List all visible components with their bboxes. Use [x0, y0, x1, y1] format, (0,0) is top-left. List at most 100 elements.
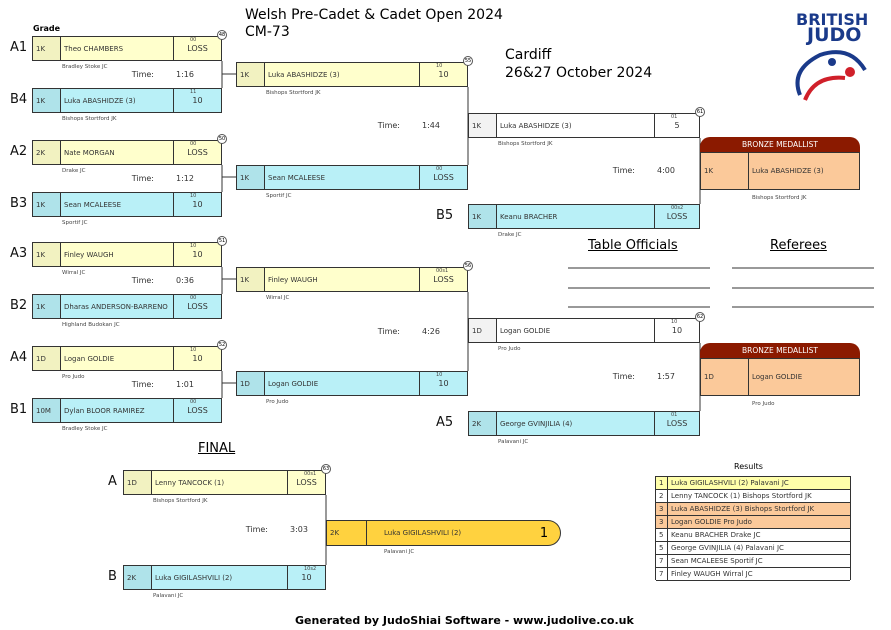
score: LOSS [173, 141, 221, 164]
club: Sportif JC [62, 220, 88, 226]
club: Bradley Stoke JC [62, 64, 108, 70]
time-label: Time: [377, 326, 400, 336]
name: Sean MCALEESE [64, 200, 122, 209]
match-number: 52 [217, 340, 227, 350]
time: 3:03 [290, 525, 308, 534]
score-note: 01 [671, 412, 678, 418]
score: 10 [419, 63, 467, 86]
club: Bishops Stortford JK [752, 195, 807, 201]
score-note: 00 [190, 295, 197, 301]
category: CM-73 [245, 24, 290, 40]
rank: 2 [656, 490, 668, 502]
bronze-header: BRONZE MEDALLIST [700, 137, 860, 152]
grade-cell: 1K [701, 153, 749, 189]
entry-label: B [108, 569, 117, 584]
club: Wirral JC [62, 270, 86, 276]
club: Palavani JC [498, 439, 529, 445]
match-number: 63 [321, 464, 331, 474]
club: Bishops Stortford JK [266, 90, 321, 96]
entry-box: 1D Logan GOLDIE 10 [236, 371, 468, 396]
entry-label: A3 [10, 246, 28, 261]
footer: Generated by JudoShiai Software - www.ju… [295, 614, 634, 627]
name: Theo CHAMBERS [64, 44, 124, 53]
name: Nate MORGAN [64, 148, 115, 157]
time: 4:26 [422, 326, 440, 336]
name: Logan GOLDIE [268, 379, 319, 388]
score: LOSS [173, 37, 221, 60]
score-note: 10 [190, 243, 197, 249]
club: Wirral JC [266, 295, 290, 301]
results-table: 1 Luka GIGILASHVILI (2) Palavani JC 2 Lenny… [655, 476, 851, 581]
rank: 5 [656, 542, 668, 554]
name: Finley WAUGH [268, 275, 318, 284]
time: 1:57 [657, 372, 675, 381]
time: 1:01 [176, 379, 194, 389]
score: 10 [173, 193, 221, 216]
time-label: Time: [131, 173, 154, 183]
result-text: George GVINJILIA (4) Palavani JC [671, 544, 784, 552]
results-row: 7 Sean MCALEESE Sportif JC [656, 555, 850, 568]
entry-label: A [108, 474, 117, 489]
name: Luka ABASHIDZE (3) [500, 121, 572, 130]
table-officials: Table Officials [588, 238, 678, 253]
score-note: 11 [190, 89, 197, 95]
entry-box: 1K Sean MCALEESE LOSS [236, 165, 468, 190]
grade-label: Grade [33, 24, 61, 33]
name: Lenny TANCOCK (1) [155, 478, 225, 487]
score: LOSS [654, 205, 699, 228]
grade-cell: 2K [124, 566, 152, 589]
entry-label: B5 [436, 208, 454, 223]
result-text: Lenny TANCOCK (1) Bishops Stortford JK [671, 492, 812, 500]
match-number: 50 [217, 134, 227, 144]
entry-box: 1K Sean MCALEESE 10 [32, 192, 222, 217]
location: Cardiff [505, 47, 552, 63]
results-row: 2 Lenny TANCOCK (1) Bishops Stortford JK [656, 490, 850, 503]
score-note: 00 [190, 141, 197, 147]
result-text: Finley WAUGH Wirral JC [671, 570, 753, 578]
club: Bishops Stortford JK [498, 141, 553, 147]
match-number: 55 [463, 56, 473, 66]
result-text: Luka ABASHIDZE (3) Bishops Stortford JK [671, 505, 815, 513]
score-note: 00s1 [436, 268, 449, 274]
entry-box: 1K Dharas ANDERSON-BARRENO LOSS [32, 294, 222, 319]
score: 10 [287, 566, 325, 589]
entry-label: B2 [10, 298, 28, 313]
score-note: 00 [190, 37, 197, 43]
score-note: 00 [190, 399, 197, 405]
club: Sportif JC [266, 193, 292, 199]
score: LOSS [173, 295, 221, 318]
entry-label: B3 [10, 196, 28, 211]
time-label: Time: [131, 379, 154, 389]
grade-cell: 1K [237, 166, 265, 189]
grade-cell: 1D [237, 372, 265, 395]
score: LOSS [654, 412, 699, 435]
match-number: 56 [463, 261, 473, 271]
name: Luka ABASHIDZE (3) [268, 70, 340, 79]
result-text: Sean MCALEESE Sportif JC [671, 557, 763, 565]
score: 10 [173, 243, 221, 266]
grade-cell: 1K [33, 243, 61, 266]
score-note: 10 [190, 347, 197, 353]
entry-box: 2K George GVINJILIA (4) LOSS [468, 411, 700, 436]
score: 5 [654, 114, 699, 137]
entry-box: 1K Luka ABASHIDZE (3) 10 [236, 62, 468, 87]
match-number: 51 [217, 236, 227, 246]
score-note: 00 [436, 166, 443, 172]
score-note: 10 [190, 193, 197, 199]
results-row: 7 Finley WAUGH Wirral JC [656, 568, 850, 581]
time-label: Time: [377, 121, 400, 130]
results-row: 3 Logan GOLDIE Pro Judo [656, 516, 850, 529]
rank: 3 [656, 503, 668, 515]
score: LOSS [419, 268, 467, 291]
name: Dylan BLOOR RAMIREZ [64, 406, 145, 415]
grade-cell: 2K [469, 412, 497, 435]
results-title: Results [734, 462, 763, 471]
grade-cell: 1D [469, 319, 497, 342]
entry-box: 1K Theo CHAMBERS LOSS [32, 36, 222, 61]
score-note: 10 [671, 319, 678, 325]
name: George GVINJILIA (4) [500, 419, 573, 428]
match-number: 48 [217, 30, 227, 40]
time: 1:44 [422, 121, 440, 130]
referees: Referees [770, 238, 827, 253]
